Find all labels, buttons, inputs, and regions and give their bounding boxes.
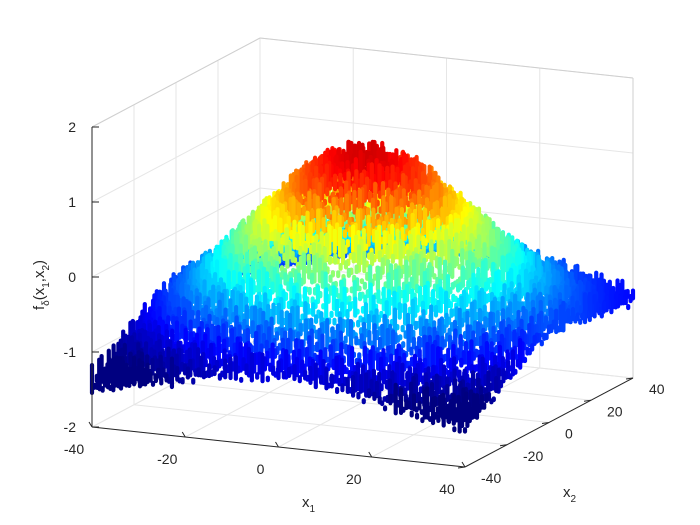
gridline	[91, 112, 261, 203]
surface-plot	[89, 139, 636, 434]
box-edge	[259, 37, 634, 79]
gridline	[259, 112, 634, 154]
box-edge	[91, 37, 261, 128]
gridline	[91, 187, 261, 278]
gridline	[133, 404, 508, 446]
